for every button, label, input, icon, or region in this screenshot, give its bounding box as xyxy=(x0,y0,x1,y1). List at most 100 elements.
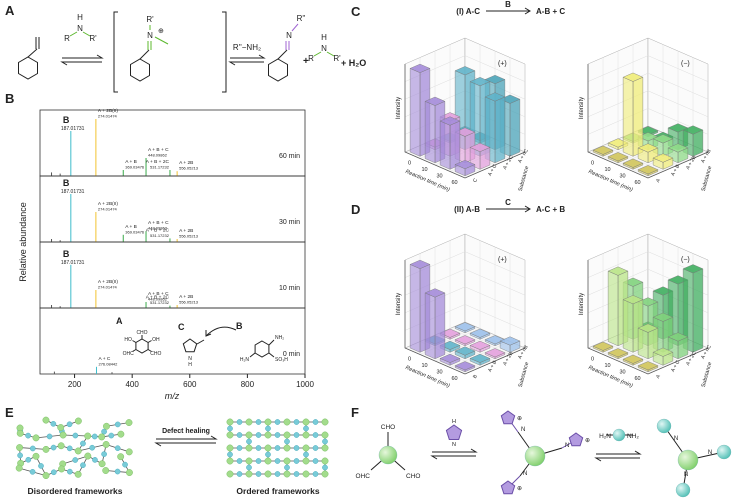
axis-title: Intensity xyxy=(579,293,585,315)
linker-node xyxy=(284,438,290,445)
x-tick-label: 800 xyxy=(241,380,255,389)
spectrum-frame xyxy=(39,307,306,375)
atom: N xyxy=(188,356,192,362)
bar-top xyxy=(682,264,704,274)
linker-node xyxy=(255,445,262,451)
bar xyxy=(607,152,629,164)
core-node xyxy=(117,430,125,438)
core-node xyxy=(226,431,234,439)
bond xyxy=(69,31,78,37)
wall-grid xyxy=(587,72,709,100)
core-node xyxy=(283,418,291,426)
bar xyxy=(637,143,659,164)
bar-top xyxy=(652,153,674,163)
bar-top xyxy=(637,165,659,175)
peak-label: A + 2B xyxy=(179,160,193,166)
bar-top xyxy=(607,348,629,358)
core-node xyxy=(321,457,329,465)
axis-title: Relative abundance xyxy=(18,202,28,282)
scheme-reagent: B xyxy=(505,0,511,9)
time-label: 60 xyxy=(634,376,640,382)
bond xyxy=(139,49,150,60)
bar xyxy=(592,145,614,157)
linker-node xyxy=(50,469,57,476)
peak-label: A + 2B(II) xyxy=(98,201,119,207)
linker-node xyxy=(322,464,328,471)
bar xyxy=(454,335,476,347)
peak-mass: 531.17232 xyxy=(150,233,170,238)
group: H₂N xyxy=(240,357,250,363)
linker-node xyxy=(72,432,79,439)
peak-mass: 531.17232 xyxy=(150,165,170,170)
peak-label: A + B xyxy=(125,224,137,230)
scheme-reagent: C xyxy=(505,198,511,207)
peak-label: A + B xyxy=(125,159,137,165)
core-node xyxy=(245,431,253,439)
atom: R xyxy=(64,34,70,43)
group: NH₂ xyxy=(627,433,639,440)
substance-label: A + C xyxy=(487,163,499,177)
bar xyxy=(652,347,674,366)
group: OH xyxy=(152,337,160,343)
caption: Disordered frameworks xyxy=(28,486,123,496)
bar-face xyxy=(607,270,619,347)
group: CHO xyxy=(381,424,395,431)
bar-top xyxy=(607,266,629,276)
spectrum-frame xyxy=(39,175,306,243)
core-node xyxy=(283,431,291,439)
bar-top xyxy=(439,116,461,126)
linker-node xyxy=(46,433,53,440)
linker-node xyxy=(274,432,281,438)
ring xyxy=(182,338,198,353)
core-node xyxy=(283,457,291,465)
bar-top xyxy=(454,335,476,345)
axis-title: m/z xyxy=(165,391,180,401)
bond xyxy=(132,340,137,343)
wall-grid xyxy=(587,90,709,118)
panel-label: C xyxy=(351,4,361,19)
bar-top xyxy=(454,361,476,371)
bond xyxy=(291,23,299,32)
equilibrium-arrow xyxy=(594,457,640,462)
peak-label: A + 2B xyxy=(179,228,193,234)
linker-node xyxy=(293,432,300,438)
linker-node xyxy=(114,421,121,428)
equilibrium-arrow xyxy=(60,61,102,66)
curved-arrow xyxy=(205,326,237,337)
peak-mass: 556.05213 xyxy=(179,234,199,239)
bar-top xyxy=(484,92,506,102)
substance-label: A xyxy=(655,373,662,379)
core-node xyxy=(42,472,50,480)
bar xyxy=(499,336,521,353)
polarity: (+) xyxy=(498,257,507,264)
peak-mass: 274.01474 xyxy=(98,114,118,119)
bar-top xyxy=(454,159,476,170)
core-node xyxy=(226,418,234,426)
linker-node xyxy=(101,451,107,457)
time-label: 30 xyxy=(619,369,625,375)
linker-node xyxy=(29,468,36,475)
time-label: 60 xyxy=(451,180,457,186)
core-node xyxy=(302,470,310,478)
node-ball xyxy=(378,445,398,465)
ring xyxy=(18,56,38,80)
peak-mass: 556.05213 xyxy=(179,166,199,171)
equilibrium-arrow xyxy=(230,54,266,59)
ring xyxy=(500,410,516,425)
peak-label: A + B + C xyxy=(148,147,169,153)
ring xyxy=(130,58,150,82)
x-tick-label: 400 xyxy=(125,380,139,389)
core-node xyxy=(321,418,329,426)
charge: ⊕ xyxy=(517,486,522,492)
linker-node xyxy=(265,451,271,458)
core-node xyxy=(16,429,24,437)
structure-label: C xyxy=(178,322,185,332)
linker-node xyxy=(50,444,57,451)
panel-label: B xyxy=(5,91,14,106)
bond xyxy=(313,51,322,57)
linker-node xyxy=(265,425,271,432)
equilibrium-arrow xyxy=(432,448,478,453)
bar-face xyxy=(622,299,634,353)
bar-face xyxy=(637,327,649,360)
linker-node xyxy=(50,420,57,427)
